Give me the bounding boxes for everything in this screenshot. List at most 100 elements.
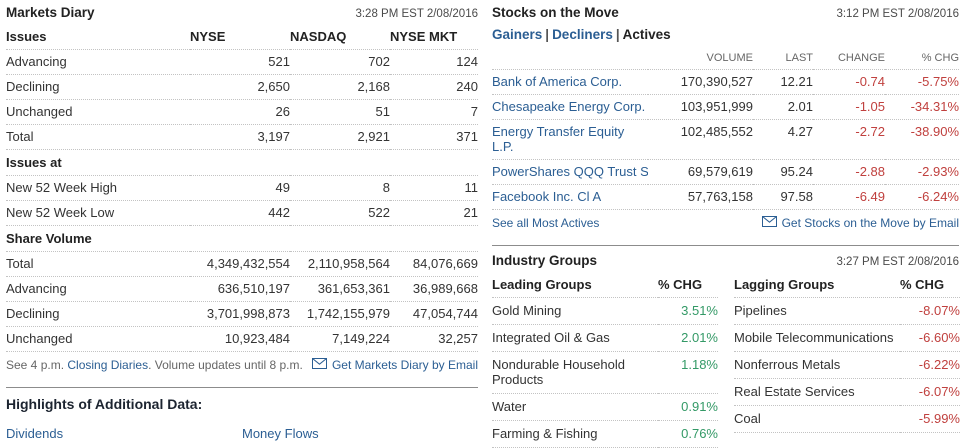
table-row: Unchanged 10,923,484 7,149,224 32,257 <box>6 327 478 352</box>
issues-at-header-row: Issues at <box>6 150 478 176</box>
table-row: Water 0.91% <box>492 394 718 421</box>
cell-pct-chg: -34.31% <box>910 99 959 114</box>
cell-value: 21 <box>463 205 478 220</box>
get-stocks-on-move-email-link[interactable]: Get Stocks on the Move by Email <box>761 216 959 230</box>
cell-change: -6.49 <box>855 189 885 204</box>
cell-change: -2.88 <box>855 164 885 179</box>
tab-separator: | <box>615 27 620 42</box>
section-divider <box>492 245 959 246</box>
cell-value: 371 <box>456 129 478 144</box>
tab-separator: | <box>545 27 550 42</box>
cell-pct-chg: -8.07% <box>918 303 960 318</box>
closing-diaries-link[interactable]: Closing Diaries <box>67 358 149 372</box>
table-row: New 52 Week Low 442 522 21 <box>6 201 478 226</box>
table-row: Nonferrous Metals -6.22% <box>734 352 960 379</box>
cell-value: 36,989,668 <box>412 281 478 296</box>
cell-last: 12.21 <box>780 74 813 89</box>
leading-groups-panel: Leading Groups % CHG Gold Mining 3.51% I… <box>492 272 718 448</box>
empty-header-cell <box>492 48 648 70</box>
stocks-table-header-row: VOLUME LAST CHANGE % CHG <box>492 48 959 70</box>
table-row: Integrated Oil & Gas 2.01% <box>492 325 718 352</box>
row-label: Declining <box>6 306 60 321</box>
group-name: Water <box>492 399 527 414</box>
cell-value: 10,923,484 <box>224 331 290 346</box>
cell-value: 361,653,361 <box>317 281 390 296</box>
cell-value: 2,921 <box>357 129 390 144</box>
cell-pct-chg: -6.60% <box>918 330 960 345</box>
table-row: Mobile Telecommunications -6.60% <box>734 325 960 352</box>
lagging-groups-header-row: Lagging Groups % CHG <box>734 272 960 298</box>
tab-gainers[interactable]: Gainers <box>492 27 543 42</box>
table-row: Unchanged 26 51 7 <box>6 100 478 125</box>
stock-link[interactable]: PowerShares QQQ Trust Series 1 <box>492 164 648 179</box>
stock-link[interactable]: Energy Transfer Equity L.P. <box>492 124 625 154</box>
cell-volume: 102,485,552 <box>680 124 753 139</box>
markets-diary-timestamp: 3:28 PM EST 2/08/2016 <box>355 8 478 20</box>
cell-pct-chg: -6.07% <box>918 384 960 399</box>
row-label: Unchanged <box>6 104 73 119</box>
industry-groups-columns: Leading Groups % CHG Gold Mining 3.51% I… <box>492 272 960 448</box>
dividends-link[interactable]: Dividends <box>6 426 64 441</box>
cell-pct-chg: 2.01% <box>681 330 718 345</box>
table-row: Declining 3,701,998,873 1,742,155,979 47… <box>6 302 478 327</box>
stock-link[interactable]: Bank of America Corp. <box>492 74 623 89</box>
table-row: Nondurable Household Products 1.18% <box>492 352 718 394</box>
stocks-tabs: Gainers | Decliners | Actives <box>492 24 959 48</box>
group-name: Gold Mining <box>492 303 562 318</box>
cell-pct-chg: -6.22% <box>918 357 960 372</box>
tab-actives[interactable]: Actives <box>622 27 671 42</box>
cell-value: 49 <box>275 180 290 195</box>
cell-value: 702 <box>368 54 390 69</box>
column-header-nyse-mkt: NYSE MKT <box>390 29 458 44</box>
cell-value: 11 <box>464 180 479 195</box>
cell-value: 2,650 <box>257 79 290 94</box>
group-name: Farming & Fishing <box>492 426 598 441</box>
cell-change: -1.05 <box>855 99 885 114</box>
email-link-label: Get Markets Diary by Email <box>331 358 478 372</box>
row-label: Declining <box>6 79 60 94</box>
money-flows-link[interactable]: Money Flows <box>242 426 319 441</box>
cell-pct-chg: 3.51% <box>681 303 718 318</box>
table-row: Advancing 521 702 124 <box>6 50 478 75</box>
cell-value: 4,349,432,554 <box>206 256 290 271</box>
cell-volume: 69,579,619 <box>687 164 753 179</box>
table-row: PowerShares QQQ Trust Series 1 69,579,61… <box>492 160 959 185</box>
lagging-groups-panel: Lagging Groups % CHG Pipelines -8.07% Mo… <box>734 272 960 448</box>
table-row: Pipelines -8.07% <box>734 298 960 325</box>
cell-pct-chg: -5.75% <box>917 74 959 89</box>
table-row: Bank of America Corp. 170,390,527 12.21 … <box>492 70 959 95</box>
stock-link[interactable]: Chesapeake Energy Corp. <box>492 99 646 114</box>
stock-link[interactable]: Facebook Inc. Cl A <box>492 189 602 204</box>
row-label: Total <box>6 129 34 144</box>
cell-value: 522 <box>368 205 390 220</box>
share-volume-header-row: Share Volume <box>6 226 478 252</box>
markets-diary-title: Markets Diary <box>6 5 95 20</box>
leading-groups-header-row: Leading Groups % CHG <box>492 272 718 298</box>
row-label: Advancing <box>6 281 67 296</box>
table-row: Farming & Fishing 0.76% <box>492 421 718 448</box>
cell-value: 2,168 <box>357 79 390 94</box>
cell-pct-chg: 1.18% <box>681 357 718 372</box>
footnote-post: . Volume updates until 8 p.m. <box>148 358 303 372</box>
group-name: Coal <box>734 411 761 426</box>
markets-diary-footnote: See 4 p.m. Closing Diaries. Volume updat… <box>6 352 478 377</box>
cell-volume: 170,390,527 <box>680 74 753 89</box>
row-label: Unchanged <box>6 331 73 346</box>
industry-groups-timestamp: 3:27 PM EST 2/08/2016 <box>836 256 959 268</box>
see-all-most-actives-link[interactable]: See all Most Actives <box>492 216 600 230</box>
email-envelope-icon <box>311 358 327 372</box>
cell-value: 240 <box>456 79 478 94</box>
get-markets-diary-email-link[interactable]: Get Markets Diary by Email <box>311 358 478 372</box>
table-row: Gold Mining 3.51% <box>492 298 718 325</box>
cell-value: 47,054,744 <box>412 306 478 321</box>
table-row: Total 3,197 2,921 371 <box>6 125 478 150</box>
cell-value: 32,257 <box>438 331 478 346</box>
cell-value: 3,197 <box>257 129 290 144</box>
tab-decliners[interactable]: Decliners <box>552 27 613 42</box>
cell-value: 636,510,197 <box>217 281 290 296</box>
section-divider <box>6 387 478 388</box>
footnote-pre: See 4 p.m. <box>6 358 68 372</box>
email-link-label: Get Stocks on the Move by Email <box>781 216 959 230</box>
cell-value: 7,149,224 <box>332 331 390 346</box>
table-row: New 52 Week High 49 8 11 <box>6 176 478 201</box>
